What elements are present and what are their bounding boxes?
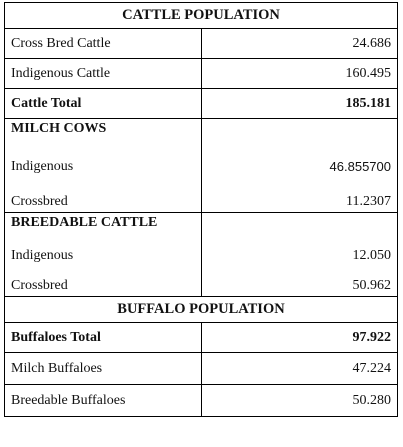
total-row-buffalo: Buffaloes Total 97.922 (4, 322, 398, 353)
section-header-cattle: CATTLE POPULATION (4, 2, 398, 29)
empty-cell (200, 118, 398, 145)
row-value: 50.962 (200, 272, 398, 297)
section-header-milch-cows: MILCH COWS (4, 118, 398, 145)
table-row: Indigenous 46.855700 (4, 144, 398, 189)
row-label: Indigenous (4, 238, 202, 273)
row-value: 11.2307 (200, 188, 398, 213)
table-row: Milch Buffaloes 47.224 (4, 352, 398, 385)
row-label: Indigenous Cattle (4, 58, 202, 89)
row-value: 24.686 (200, 28, 398, 59)
row-label: Milch Buffaloes (4, 352, 202, 385)
section-header-breedable-cattle: BREEDABLE CATTLE (4, 212, 398, 239)
row-label: Buffaloes Total (4, 322, 202, 353)
row-value: 160.495 (200, 58, 398, 89)
row-value: 50.280 (200, 384, 398, 417)
section-title: BREEDABLE CATTLE (4, 212, 202, 239)
section-title: MILCH COWS (4, 118, 202, 145)
table-row: Cross Bred Cattle 24.686 (4, 28, 398, 59)
table-row: Crossbred 11.2307 (4, 188, 398, 213)
row-label: Crossbred (4, 188, 202, 213)
section-title: BUFFALO POPULATION (4, 296, 398, 323)
row-label: Breedable Buffaloes (4, 384, 202, 417)
total-row-cattle: Cattle Total 185.181 (4, 88, 398, 119)
table-row: Breedable Buffaloes 50.280 (4, 384, 398, 417)
row-label: Cattle Total (4, 88, 202, 119)
row-value: 47.224 (200, 352, 398, 385)
row-label: Crossbred (4, 272, 202, 297)
table-row: Indigenous Cattle 160.495 (4, 58, 398, 89)
livestock-population-table: CATTLE POPULATION Cross Bred Cattle 24.6… (4, 2, 398, 417)
row-value: 12.050 (200, 238, 398, 273)
section-title: CATTLE POPULATION (4, 2, 398, 29)
row-value: 185.181 (200, 88, 398, 119)
row-label: Cross Bred Cattle (4, 28, 202, 59)
row-value: 97.922 (200, 322, 398, 353)
table-row: Indigenous 12.050 (4, 238, 398, 273)
empty-cell (200, 212, 398, 239)
table-row: Crossbred 50.962 (4, 272, 398, 297)
row-value: 46.855700 (200, 144, 398, 189)
section-header-buffalo: BUFFALO POPULATION (4, 296, 398, 323)
row-label: Indigenous (4, 144, 202, 189)
